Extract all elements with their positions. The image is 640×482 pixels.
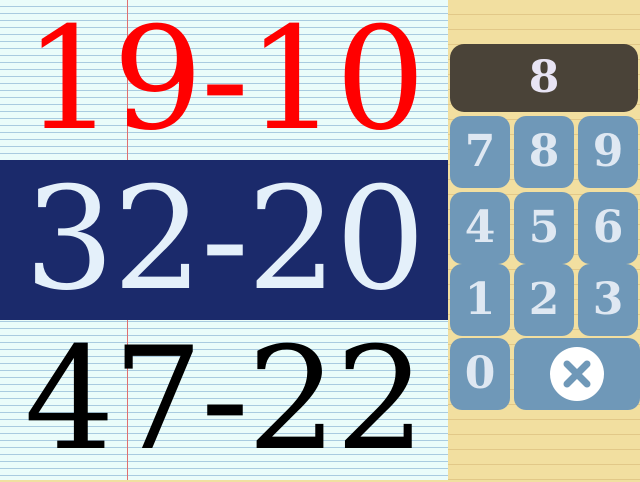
answer-display: 8 [450,44,638,112]
clear-button[interactable] [514,338,640,410]
key-2[interactable]: 2 [514,264,574,336]
key-1[interactable]: 1 [450,264,510,336]
problem-row-active: 32-20 [0,160,448,320]
key-9[interactable]: 9 [578,116,638,188]
key-4[interactable]: 4 [450,192,510,264]
key-0[interactable]: 0 [450,338,510,410]
problem-row-upcoming: 47-22 [24,317,425,482]
key-5[interactable]: 5 [514,192,574,264]
key-3[interactable]: 3 [578,264,638,336]
key-6[interactable]: 6 [578,192,638,264]
key-8[interactable]: 8 [514,116,574,188]
problem-row-completed: 19-10 [24,0,425,162]
worksheet-paper: 19-10 32-20 47-22 [0,0,448,480]
clear-x-circle-icon [550,347,604,401]
key-7[interactable]: 7 [450,116,510,188]
